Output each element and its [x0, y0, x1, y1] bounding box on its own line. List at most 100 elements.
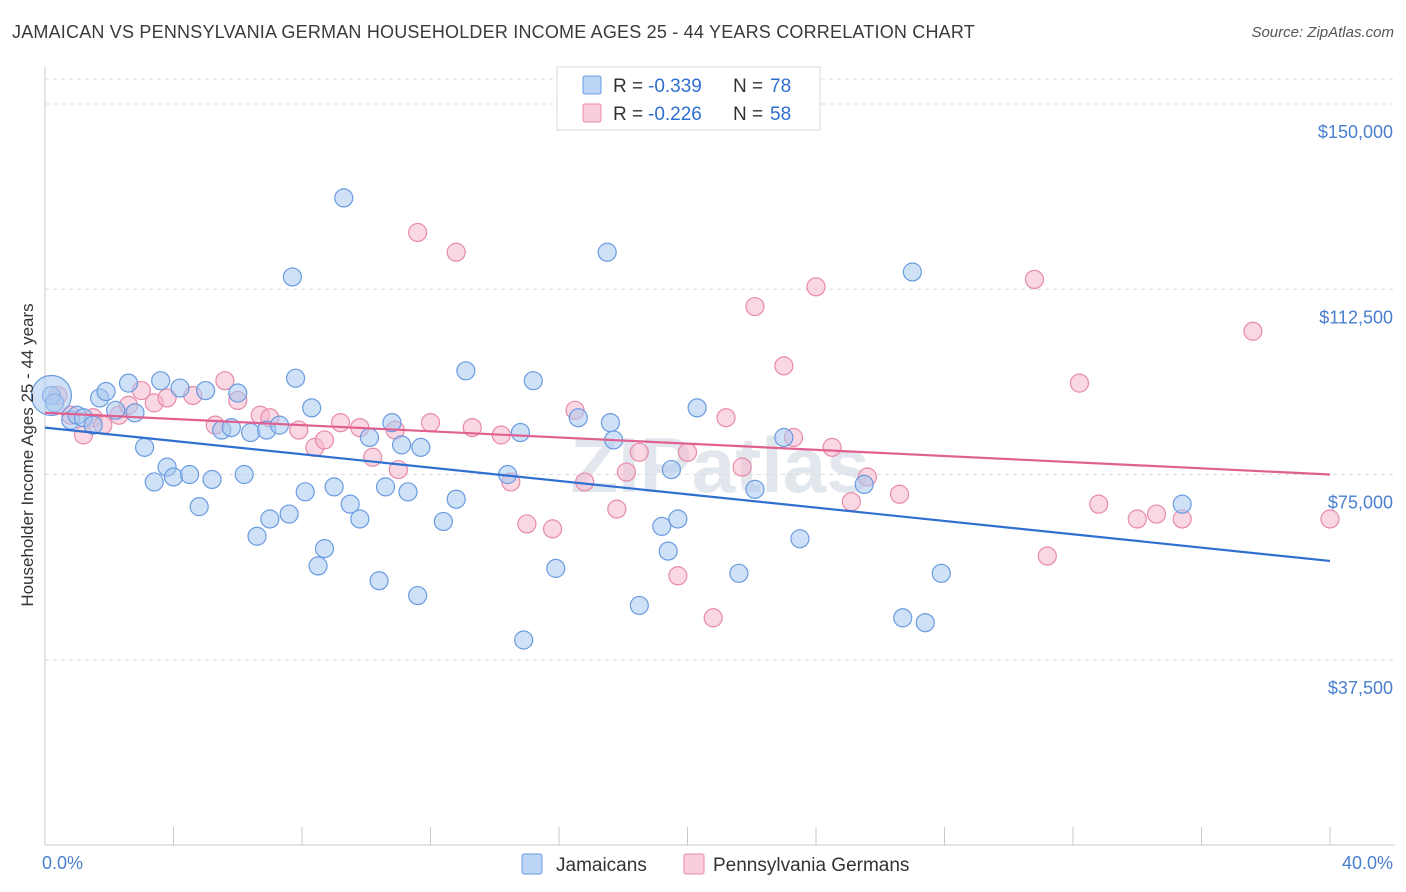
scatter-point	[334, 188, 354, 208]
scatter-point	[359, 427, 380, 448]
scatter-point-large	[30, 374, 73, 417]
scatter-point	[822, 437, 842, 457]
scatter-point	[661, 459, 682, 480]
scatter-point	[931, 563, 951, 583]
scatter-point	[391, 435, 412, 455]
grid-lines	[45, 78, 1395, 661]
scatter-point	[151, 371, 171, 391]
scatter-point	[514, 630, 534, 650]
scatter-point	[260, 509, 280, 529]
scatter-point	[668, 566, 688, 586]
scatter-point	[179, 464, 200, 485]
scatter-point	[398, 482, 418, 502]
bottom-legend-jamaicans: Jamaicans	[556, 855, 647, 876]
y-tick-labels: $37,500 $75,000 $112,500 $150,000	[1318, 122, 1393, 698]
scatter-point	[1320, 509, 1340, 529]
scatter-point	[330, 413, 351, 433]
scatter-point	[745, 296, 765, 317]
scatter-point	[652, 516, 672, 536]
y-tick-label: $150,000	[1318, 122, 1393, 142]
scatter-point	[668, 509, 688, 529]
x-tick-label-max: 40.0%	[1342, 853, 1393, 873]
scatter-point	[314, 430, 335, 450]
scatter-point	[215, 371, 235, 391]
scatter-point	[687, 398, 707, 418]
scatter-point	[774, 427, 794, 448]
chart-title: JAMAICAN VS PENNSYLVANIA GERMAN HOUSEHOL…	[12, 22, 975, 42]
bottom-legend: Jamaicans Pennsylvania Germans	[521, 853, 909, 876]
scatter-point	[1243, 321, 1263, 341]
scatter-point	[163, 467, 184, 487]
legend-r-value-1: -0.339	[648, 76, 702, 97]
scatter-point	[677, 442, 698, 462]
y-tick-label: $75,000	[1328, 493, 1393, 513]
scatter-point	[369, 571, 389, 591]
scatter-point	[134, 437, 155, 457]
x-tick-labels: 0.0% 40.0%	[42, 853, 1393, 873]
y-tick-label: $112,500	[1319, 307, 1393, 327]
scatter-point	[308, 556, 328, 576]
scatter-point	[629, 595, 649, 616]
scatter-point	[324, 477, 344, 497]
scatter-point	[446, 242, 466, 262]
bottom-legend-pa-germans: Pennsylvania Germans	[713, 855, 909, 876]
scatter-point	[408, 585, 428, 606]
scatter-point	[314, 539, 335, 559]
scatter-point	[546, 558, 566, 578]
scatter-point	[340, 494, 360, 514]
scatter-point	[854, 474, 874, 495]
scatter-point	[600, 413, 621, 433]
legend-swatch-jamaicans	[582, 75, 602, 95]
source-label: Source: ZipAtlas.com	[1251, 24, 1394, 41]
scatter-point	[1089, 494, 1109, 514]
scatter-point	[893, 608, 913, 628]
scatter-point	[221, 417, 241, 438]
scatter-point	[375, 477, 396, 497]
scatter-point	[446, 489, 466, 509]
trend-lines	[44, 411, 1331, 563]
axes	[44, 67, 1395, 846]
scatter-point	[234, 464, 254, 485]
bottom-legend-swatch-jamaicans	[521, 853, 543, 875]
legend-swatch-pa-germans	[582, 103, 602, 123]
scatter-point	[510, 422, 531, 443]
scatter-point	[629, 442, 649, 462]
scatter-point	[568, 408, 588, 428]
scatter-point	[144, 472, 164, 492]
legend-n-value-2: 58	[770, 104, 791, 125]
series-jamaicans	[30, 188, 1192, 650]
scatter-point	[716, 408, 736, 428]
scatter-point	[703, 608, 723, 628]
scatter-point	[1146, 504, 1167, 524]
scatter-point	[433, 511, 453, 532]
scatter-point	[279, 504, 299, 524]
scatter-point	[382, 413, 402, 433]
trend-line	[44, 426, 1331, 563]
scatter-point	[542, 519, 563, 539]
scatter-point	[790, 529, 810, 549]
scatter-point	[658, 541, 678, 561]
scatter-point	[96, 381, 116, 402]
legend-r-label-1: R =	[613, 76, 643, 97]
scatter-point	[1037, 546, 1057, 566]
scatter-point	[774, 356, 794, 376]
legend: R = -0.339 N = 78 R = -0.226 N = 58	[556, 66, 821, 131]
scatter-point	[889, 484, 910, 504]
scatter-point	[607, 499, 627, 519]
x-tick-label-min: 0.0%	[42, 853, 83, 873]
scatter-point	[806, 277, 826, 297]
scatter-point	[902, 262, 922, 282]
legend-n-value-1: 78	[770, 76, 791, 97]
legend-r-value-2: -0.226	[648, 104, 702, 125]
scatter-point	[523, 371, 543, 391]
scatter-point	[408, 222, 428, 243]
scatter-point	[285, 368, 306, 388]
scatter-point	[202, 469, 222, 490]
scatter-point	[189, 497, 209, 517]
scatter-point	[295, 482, 315, 502]
y-tick-label: $37,500	[1328, 678, 1393, 698]
scatter-point	[732, 457, 752, 477]
scatter-point	[456, 361, 476, 381]
scatter-point	[118, 373, 139, 393]
